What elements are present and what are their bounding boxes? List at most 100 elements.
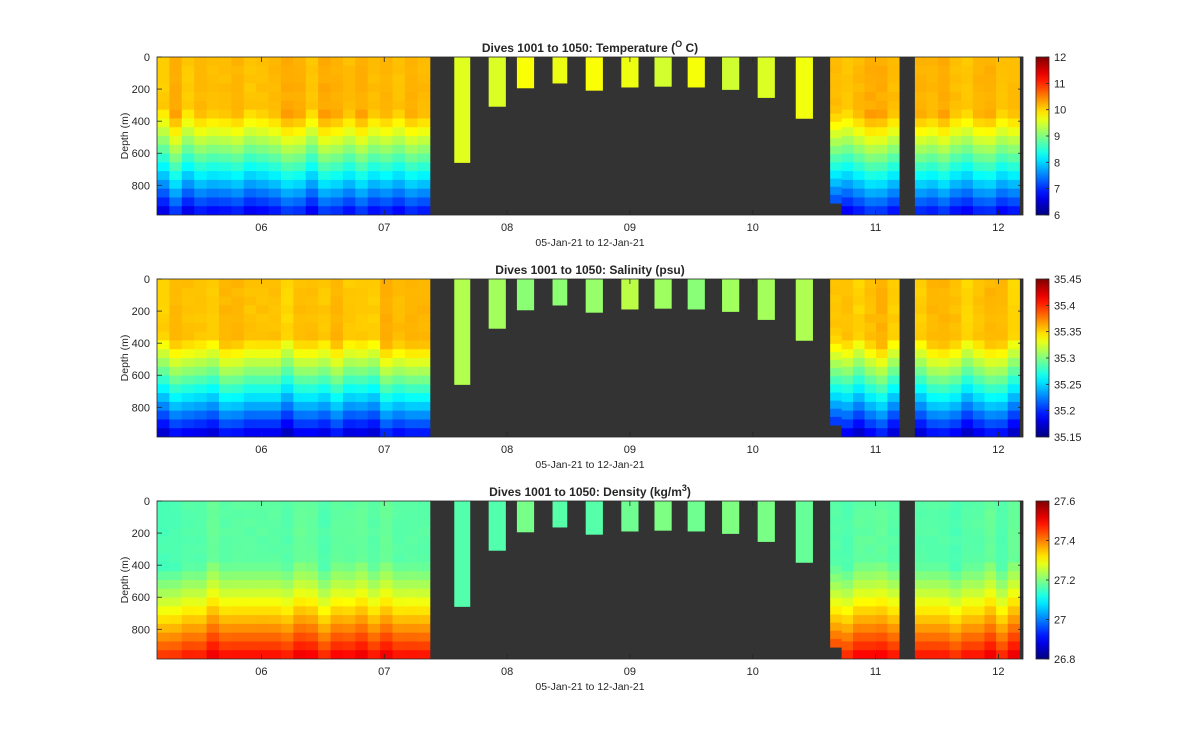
- dive-column: [280, 279, 294, 437]
- dive-column: [830, 57, 843, 204]
- dive-column: [914, 57, 928, 215]
- dive-group-12: [795, 57, 813, 119]
- y-axis-label: Depth (m): [119, 335, 131, 382]
- dive-column: [687, 501, 705, 532]
- dive-column: [169, 501, 183, 659]
- dive-column: [318, 57, 332, 215]
- x-tick-label: 11: [870, 222, 881, 234]
- dive-group-14: [914, 279, 1020, 437]
- dive-column: [392, 279, 406, 437]
- dive-column: [488, 501, 506, 551]
- colorbar-tick-label: 27: [1054, 615, 1066, 627]
- dive-column: [342, 501, 356, 659]
- dive-column: [454, 279, 471, 385]
- dive-group-8: [654, 501, 672, 531]
- dive-column: [488, 57, 506, 107]
- colorbar-tick-label: 8: [1054, 157, 1060, 169]
- dive-column: [938, 279, 951, 437]
- x-tick-label: 08: [501, 666, 513, 678]
- dive-column: [355, 279, 369, 437]
- y-axis-label: Depth (m): [119, 557, 131, 604]
- dive-column: [268, 501, 282, 659]
- dive-column: [280, 501, 294, 659]
- dive-column: [194, 279, 208, 437]
- dive-column: [914, 279, 928, 437]
- dive-column: [330, 501, 344, 659]
- x-axis-label: 05-Jan-21 to 12-Jan-21: [535, 459, 644, 471]
- dive-column: [206, 279, 220, 437]
- dive-column: [687, 279, 705, 310]
- dive-column: [181, 501, 195, 659]
- dive-column: [516, 57, 535, 89]
- dive-column: [722, 279, 740, 312]
- dive-column: [552, 57, 568, 84]
- y-tick-label: 400: [132, 560, 150, 572]
- dive-group-13: [830, 57, 900, 215]
- dive-column: [722, 57, 740, 90]
- dive-group-6: [585, 501, 603, 535]
- dive-column: [887, 57, 900, 215]
- colorbar-tick-label: 35.25: [1054, 379, 1082, 391]
- dive-column: [181, 279, 195, 437]
- dive-group-5: [552, 279, 568, 306]
- dive-column: [305, 501, 319, 659]
- dive-column: [795, 57, 813, 119]
- dive-column: [984, 279, 997, 437]
- y-tick-label: 800: [132, 624, 150, 636]
- panel-temperature: 0 200 400 600 800 06 07 08 09 10 11 12 Dives 1001 to…: [119, 39, 1066, 249]
- y-tick-label: 0: [144, 52, 150, 64]
- dive-column: [864, 501, 877, 659]
- dive-group-11: [757, 501, 775, 542]
- dive-column: [231, 57, 245, 215]
- dive-column: [218, 501, 232, 659]
- x-tick-label: 10: [747, 444, 759, 456]
- dive-column: [864, 279, 877, 437]
- dive-group-10: [722, 57, 740, 90]
- dive-column: [342, 279, 356, 437]
- colorbar-temperature: 6 7 8 9 10 11 12: [1035, 52, 1066, 222]
- dive-column: [841, 501, 854, 659]
- x-tick-label: 11: [870, 666, 881, 678]
- dive-group-9: [687, 57, 705, 88]
- dive-group-13: [830, 279, 900, 437]
- y-tick-label: 400: [132, 338, 150, 350]
- colorbar-tick-label: 35.15: [1054, 432, 1082, 444]
- dive-column: [996, 501, 1009, 659]
- dive-column: [830, 501, 843, 648]
- dive-group-11: [757, 279, 775, 320]
- dive-group-10: [722, 501, 740, 534]
- dive-column: [454, 57, 471, 163]
- dive-group-4: [516, 501, 535, 533]
- panel-density: 0 200 400 600 800 06 07 08 09 10 11 12 Dives 1001 to…: [119, 483, 1075, 693]
- dive-column: [318, 501, 332, 659]
- dive-column: [972, 279, 986, 437]
- dive-column: [621, 279, 639, 310]
- dive-group-6: [585, 57, 603, 91]
- dive-column: [984, 501, 997, 659]
- dive-column: [293, 279, 307, 437]
- dive-group-7: [621, 279, 639, 310]
- dive-column: [367, 501, 381, 659]
- colorbar-tick-label: 35.45: [1054, 274, 1082, 286]
- dive-column: [996, 57, 1009, 215]
- dive-column: [305, 279, 319, 437]
- y-tick-label: 200: [132, 84, 150, 96]
- y-tick-label: 600: [132, 370, 150, 382]
- dive-column: [392, 57, 406, 215]
- dive-column: [404, 57, 418, 215]
- x-axis-label: 05-Jan-21 to 12-Jan-21: [535, 681, 644, 693]
- dive-group-3: [488, 57, 506, 107]
- dive-column: [355, 501, 369, 659]
- dive-group-3: [488, 279, 506, 329]
- axes-box: [156, 56, 1024, 216]
- dive-column: [757, 501, 775, 542]
- dive-column: [876, 57, 889, 215]
- y-tick-label: 0: [144, 496, 150, 508]
- dive-column: [914, 501, 928, 659]
- dive-group-9: [687, 279, 705, 310]
- dive-column: [367, 57, 381, 215]
- dive-column: [621, 501, 639, 532]
- dive-column: [864, 57, 877, 215]
- dive-column: [367, 279, 381, 437]
